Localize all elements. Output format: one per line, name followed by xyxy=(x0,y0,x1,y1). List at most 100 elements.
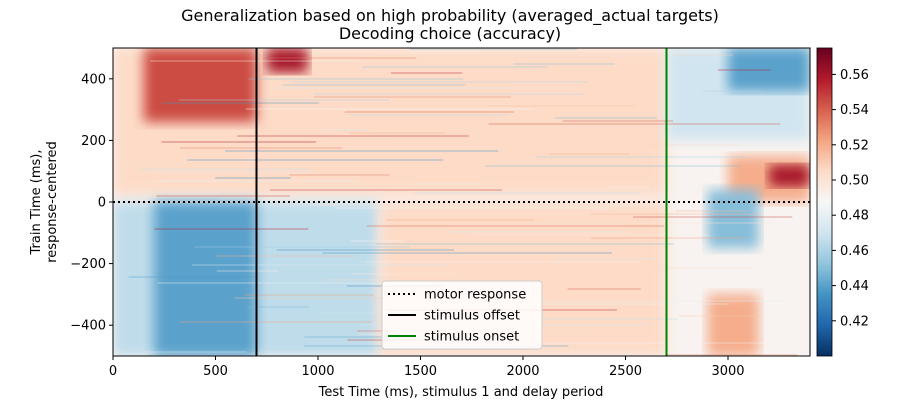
heatmap-stripe xyxy=(702,90,764,92)
heatmap-stripe xyxy=(487,105,635,107)
heatmap-stripe xyxy=(362,66,548,68)
x-tick-label: 2000 xyxy=(506,364,539,379)
heatmap-stripe xyxy=(590,213,761,215)
heatmap-stripe xyxy=(526,222,772,224)
colorbar-tick-label: 0.48 xyxy=(840,209,869,224)
y-tick-label: −400 xyxy=(70,319,106,334)
heatmap-stripe xyxy=(179,147,342,149)
colorbar xyxy=(816,47,833,357)
heatmap-stripe xyxy=(672,54,733,56)
heatmap-stripe xyxy=(161,141,317,143)
heatmap-region xyxy=(769,165,810,187)
x-tick-label: 0 xyxy=(109,364,117,379)
heatmap-stripe xyxy=(216,270,279,272)
heatmap-stripe xyxy=(447,231,632,233)
heatmap-stripe xyxy=(156,195,290,197)
legend-box xyxy=(381,280,543,350)
heatmap-stripe xyxy=(237,135,469,137)
heatmap-stripe xyxy=(484,165,741,167)
colorbar-tick-label: 0.44 xyxy=(840,279,869,294)
heatmap-stripe xyxy=(608,186,651,188)
y-axis: 400 200 0 −200 −400 xyxy=(70,72,113,334)
heatmap-stripe xyxy=(335,207,612,209)
heatmap-stripe xyxy=(126,162,188,164)
heatmap-stripe xyxy=(517,300,788,302)
heatmap-stripe xyxy=(323,129,370,131)
heatmap-stripe xyxy=(276,249,454,251)
heatmap-stripe xyxy=(319,312,432,314)
legend-label: stimulus offset xyxy=(424,309,520,324)
reference-lines xyxy=(113,48,810,356)
heatmap-stripe xyxy=(234,297,403,299)
heatmap-stripe xyxy=(194,246,411,248)
colorbar-tick-label: 0.46 xyxy=(840,244,869,259)
heatmap-stripe xyxy=(590,237,747,239)
heatmap-stripe xyxy=(413,192,641,194)
y-axis-label-line2: response-centered xyxy=(45,141,60,263)
x-tick-label: 500 xyxy=(203,364,228,379)
heatmap-region xyxy=(266,48,308,73)
heatmap-stripe xyxy=(179,321,372,323)
heatmap-stripe xyxy=(273,87,515,89)
heatmap-stripe xyxy=(283,84,466,86)
heatmap-stripe xyxy=(555,117,657,119)
x-axis-label: Test Time (ms), stimulus 1 and delay per… xyxy=(318,385,604,400)
heatmap-stripe xyxy=(246,306,309,308)
heatmap-stripe xyxy=(367,75,457,77)
heatmap-region xyxy=(728,48,810,92)
heatmap-stripe xyxy=(442,303,729,305)
colorbar-tick-label: 0.54 xyxy=(840,103,869,118)
heatmap-stripe xyxy=(535,156,747,158)
heatmap-stripe xyxy=(549,153,630,155)
heatmap-stripe xyxy=(376,243,674,245)
heatmap-stripe xyxy=(413,183,482,185)
y-tick-label: 0 xyxy=(98,196,106,211)
heatmap-stripe xyxy=(582,144,742,146)
heatmap-stripe xyxy=(191,264,448,266)
colorbar-ticks: 0.56 0.54 0.52 0.50 0.48 0.46 0.44 0.42 xyxy=(832,68,869,329)
heatmap-stripe xyxy=(348,138,391,140)
heatmap-region xyxy=(143,48,257,122)
legend-label: motor response xyxy=(424,288,526,303)
x-tick-label: 2500 xyxy=(609,364,642,379)
heatmap-stripe xyxy=(432,318,679,320)
heatmap-stripe xyxy=(409,48,578,50)
heatmap-region xyxy=(707,189,759,249)
colorbar-tick-label: 0.56 xyxy=(840,68,869,83)
chart-subtitle: Decoding choice (accuracy) xyxy=(338,24,562,43)
heatmap-stripe xyxy=(215,177,291,179)
y-axis-label-line1: Train Time (ms), xyxy=(29,150,44,256)
heatmap-stripe xyxy=(567,288,641,290)
heatmap-stripe xyxy=(539,342,776,344)
heatmap-stripe xyxy=(376,51,480,53)
heatmap-stripe xyxy=(675,210,747,212)
heatmap-region xyxy=(707,294,759,356)
heatmap-stripe xyxy=(409,126,644,128)
heatmap-stripe xyxy=(140,168,309,170)
heatmap-stripe xyxy=(270,189,503,191)
heatmap-stripe xyxy=(633,216,793,218)
heatmap-stripe xyxy=(291,81,588,83)
heatmap-stripe xyxy=(350,240,404,242)
heatmap-stripe xyxy=(386,219,535,221)
x-tick-label: 3000 xyxy=(711,364,744,379)
colorbar-tick-label: 0.42 xyxy=(840,314,869,329)
heatmap-stripe xyxy=(289,174,390,176)
heatmap-stripe xyxy=(179,99,390,101)
heatmap-stripe xyxy=(349,132,446,134)
heatmap-stripe xyxy=(350,114,508,116)
heatmap-stripe xyxy=(313,96,511,98)
y-tick-label: 200 xyxy=(81,134,106,149)
heatmap-stripe xyxy=(314,93,584,95)
heatmap-stripe xyxy=(562,120,674,122)
heatmap-stripe xyxy=(603,267,752,269)
heatmap-stripe xyxy=(128,276,255,278)
heatmap-stripe xyxy=(146,171,314,173)
heatmap-stripe xyxy=(157,282,432,284)
x-tick-label: 1500 xyxy=(404,364,437,379)
y-tick-label: −200 xyxy=(70,257,106,272)
heatmap-stripe xyxy=(513,63,615,65)
heatmap-stripe xyxy=(248,78,464,80)
x-axis: 0 500 1000 1500 2000 2500 3000 xyxy=(109,356,745,379)
